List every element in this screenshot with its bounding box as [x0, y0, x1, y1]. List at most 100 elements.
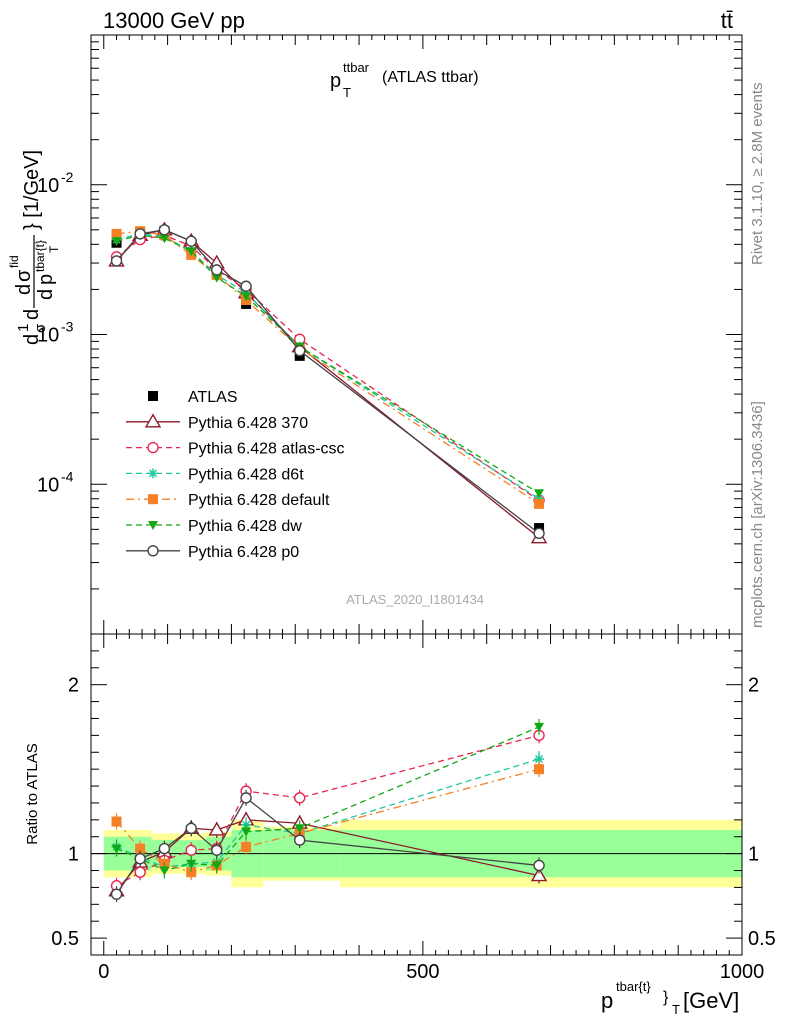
data-point: [147, 441, 159, 454]
data-point: [241, 292, 252, 302]
y-axis-label: d 1 σ d d σ fid d p tbar{t} T } [1/GeV]: [7, 150, 61, 345]
xlabel-sup: tbar{t}: [616, 979, 651, 994]
ratio-panel-frame: [90, 633, 743, 956]
ylabel-part: d: [21, 334, 43, 345]
y-tick-label-right: 2: [748, 675, 759, 697]
series-line: [116, 234, 540, 494]
ylabel-part: p: [35, 274, 57, 285]
legend-label: Pythia 6.428 dw: [188, 518, 302, 535]
plot-title-sup: ttbar: [343, 60, 370, 75]
y-tick-label-mantissa: 10: [37, 175, 59, 197]
y-tick-label-mantissa: 10: [37, 325, 59, 347]
x-tick-label: 0: [98, 961, 109, 983]
ratio-y-axis-label: Ratio to ATLAS: [24, 743, 41, 844]
data-point: [111, 228, 122, 239]
y-tick-label: 2: [68, 675, 79, 697]
data-point: [211, 264, 223, 276]
data-point: [159, 866, 170, 876]
data-point: [211, 844, 223, 856]
data-point: [111, 816, 122, 827]
xlabel-main: p: [601, 988, 613, 1013]
ylabel-part: σ: [32, 323, 49, 333]
data-point: [211, 273, 222, 283]
ratio-series-pythia-6-428-p0: [110, 789, 545, 903]
y-tick-label: 10 -3: [37, 319, 74, 347]
data-point: [110, 255, 123, 267]
legend-entry: Pythia 6.428 default: [126, 492, 330, 509]
data-point: [241, 841, 252, 852]
energy-label: 13000 GeV pp: [103, 8, 245, 33]
data-point: [111, 237, 122, 247]
legend-entry: Pythia 6.428 dw: [126, 518, 302, 535]
data-point: [211, 861, 222, 871]
ylabel-part: 1: [15, 324, 32, 332]
data-point: [148, 521, 158, 530]
legend-label: Pythia 6.428 d6t: [188, 466, 304, 483]
data-point: [135, 843, 146, 854]
plot-title-note: (ATLAS ttbar): [382, 69, 479, 86]
rivet-version-label: Rivet 3.1.10, ≥ 2.8M events: [749, 83, 766, 266]
data-point: [294, 344, 306, 357]
data-point: [208, 821, 225, 836]
plot-title-sub: T: [343, 85, 351, 100]
data-point: [134, 866, 146, 878]
plot-title-main: p: [330, 70, 341, 92]
data-point: [534, 764, 545, 775]
data-point: [534, 489, 545, 499]
data-point: [148, 494, 158, 505]
legend-entry: Pythia 6.428 370: [126, 413, 308, 432]
data-point: [294, 792, 306, 804]
y-tick-label-exponent: -4: [61, 468, 74, 484]
series-pythia-6-428-dw: [111, 231, 545, 499]
legend-entry: Pythia 6.428 p0: [126, 544, 299, 561]
legend-label: Pythia 6.428 p0: [188, 544, 299, 561]
ylabel-part: d: [21, 309, 43, 320]
legend-entry: Pythia 6.428 d6t: [126, 466, 304, 483]
data-point: [147, 545, 159, 557]
x-axis-label: p tbar{t} } T [GeV]: [601, 979, 739, 1017]
data-point: [186, 859, 197, 869]
data-point: [185, 822, 197, 834]
y-tick-label-right: 1: [748, 844, 759, 866]
y-tick-label: 1: [68, 844, 79, 866]
data-point: [186, 247, 197, 257]
data-point: [148, 391, 158, 401]
legend-label: Pythia 6.428 atlas-csc: [188, 441, 345, 458]
data-point: [110, 888, 123, 900]
data-point: [186, 867, 197, 878]
legend-label: ATLAS: [188, 389, 238, 406]
y-tick-label: 10 -4: [37, 468, 74, 496]
data-point: [185, 844, 197, 856]
data-point: [240, 792, 252, 804]
y-tick-label-mantissa: 10: [37, 474, 59, 496]
data-point: [134, 228, 146, 240]
data-point: [533, 859, 545, 872]
ratio-panel: 0.5 0.5 1 1 2 2 0 500 1000 Ratio to ATLAS: [24, 633, 776, 983]
y-tick-label: 10 -2: [37, 169, 74, 197]
x-tick-label: 500: [406, 961, 439, 983]
data-point: [134, 853, 146, 865]
data-point: [294, 824, 305, 834]
xlabel-sub: }: [663, 989, 669, 1006]
ylabel-part: tbar{t}: [33, 240, 47, 272]
data-point: [144, 413, 162, 428]
xlabel-unit: [GeV]: [683, 988, 739, 1013]
ylabel-part: d: [13, 284, 35, 295]
data-point: [294, 834, 306, 846]
main-panel: 10-210-310-4 p ttbar T (ATLAS ttbar) ATL…: [7, 34, 743, 635]
data-point: [534, 498, 545, 509]
xlabel-sub2: T: [672, 1002, 680, 1017]
y-tick-label-exponent: -3: [61, 319, 74, 335]
mcplots-label: mcplots.cern.ch [arXiv:1306.3436]: [749, 401, 766, 628]
ylabel-part: σ: [13, 269, 35, 282]
y-tick-label: 0.5: [51, 928, 79, 950]
legend-entry: Pythia 6.428 atlas-csc: [126, 441, 345, 458]
y-tick-label-exponent: -2: [61, 169, 74, 185]
series-pythia-6-428-default: [111, 226, 545, 509]
data-point: [240, 280, 252, 292]
data-point: [148, 468, 158, 479]
data-point: [533, 527, 545, 540]
legend-entry: ATLAS: [148, 389, 238, 406]
data-point: [158, 842, 171, 855]
